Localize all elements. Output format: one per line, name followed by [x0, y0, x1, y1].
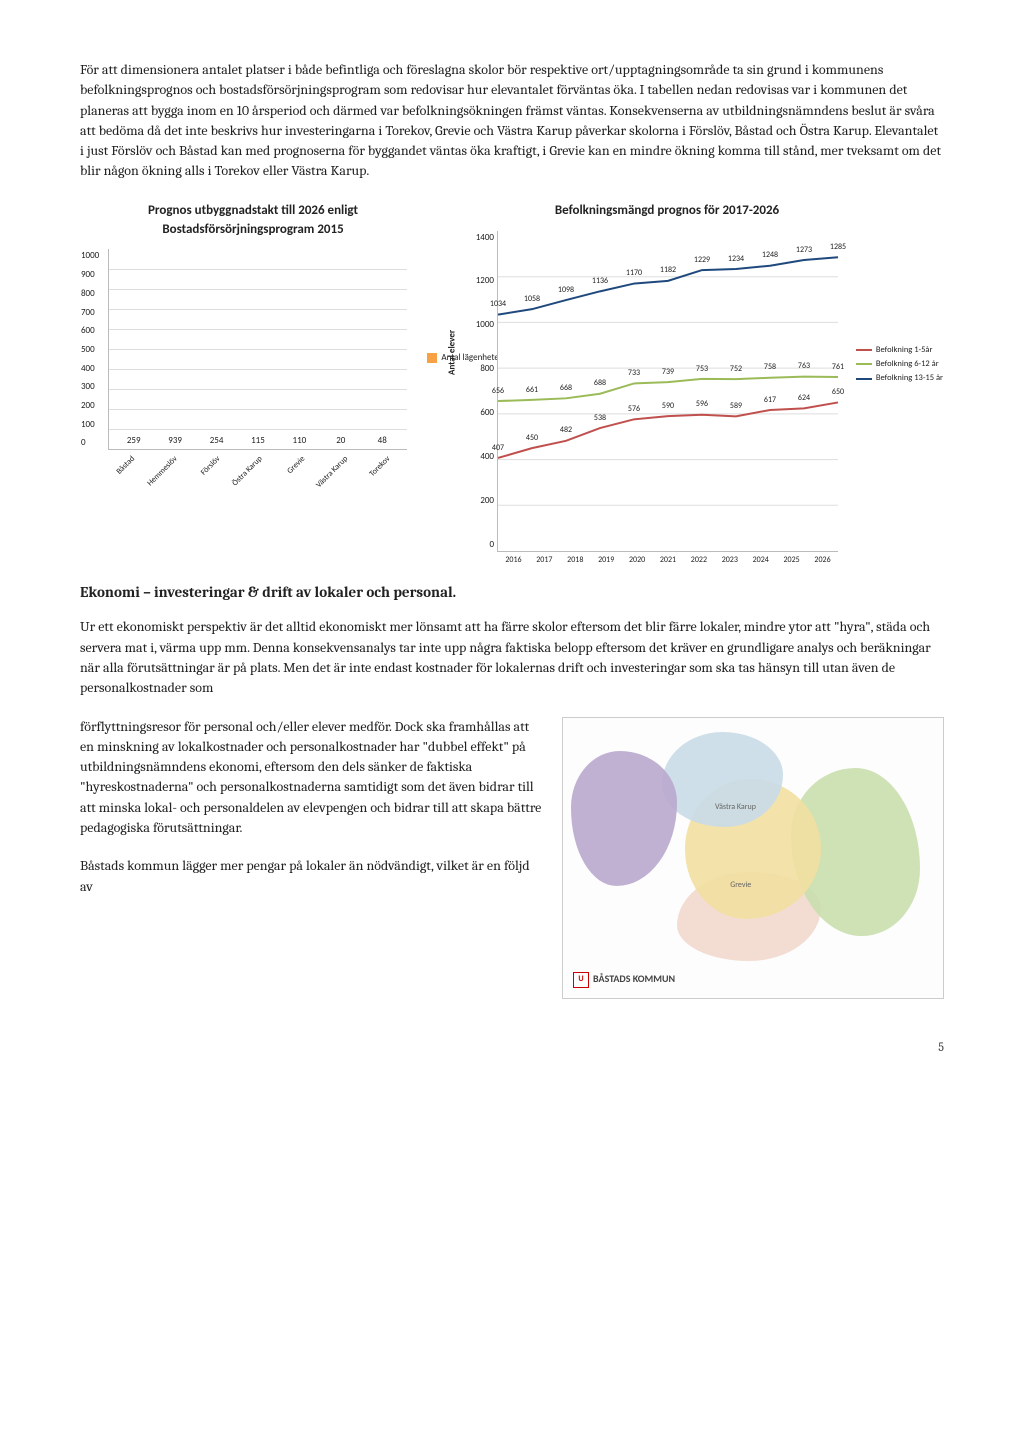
- charts-row: Prognos utbyggnadstakt till 2026 enligt …: [80, 202, 944, 552]
- bar-y-ticks: 10009008007006005004003002001000: [81, 249, 99, 449]
- left-text-column: förflyttningsresor för personal och/elle…: [80, 717, 542, 999]
- line-y-ticks: 1400120010008006004002000: [466, 231, 494, 551]
- bar-gridlines: [109, 249, 407, 449]
- paragraph-4: Båstads kommun lägger mer pengar på loka…: [80, 856, 542, 897]
- map-logo-icon: U: [573, 972, 589, 988]
- map-caption: U BÅSTADS KOMMUN: [573, 972, 675, 988]
- line-y-axis-label: Antal elever: [445, 330, 458, 375]
- map-inner-label-2: Grevie: [730, 880, 751, 892]
- line-x-ticks: 2016201720182019202020212022202320242025…: [498, 555, 838, 567]
- paragraph-1: För att dimensionera antalet platser i b…: [80, 60, 944, 182]
- bar-legend-swatch: [427, 353, 437, 363]
- map-image: U BÅSTADS KOMMUN Västra Karup Grevie: [562, 717, 944, 999]
- line-chart: Befolkningsmängd prognos för 2017-2026 A…: [497, 202, 838, 552]
- bar-plot-area: 10009008007006005004003002001000 2599392…: [108, 249, 407, 450]
- paragraph-2: Ur ett ekonomiskt perspektiv är det allt…: [80, 617, 944, 698]
- map-inner-label-1: Västra Karup: [715, 802, 756, 814]
- line-svg: [498, 231, 838, 551]
- line-plot-area: Antal elever 1400120010008006004002000 4…: [497, 231, 838, 552]
- paragraph-3: förflyttningsresor för personal och/elle…: [80, 717, 542, 839]
- bar-x-labels: BåstadHemmeslövFörslövÖstra KarupGrevieV…: [108, 450, 407, 500]
- bar-chart-title: Prognos utbyggnadstakt till 2026 enligt …: [108, 202, 398, 240]
- section-title: Ekonomi – investeringar & drift av lokal…: [80, 582, 944, 604]
- bar-chart: Prognos utbyggnadstakt till 2026 enligt …: [108, 202, 407, 501]
- map-region-west: [571, 751, 677, 885]
- map-caption-text: BÅSTADS KOMMUN: [593, 972, 675, 987]
- line-chart-title: Befolkningsmängd prognos för 2017-2026: [497, 202, 837, 221]
- line-legend: Befolkning 1-5årBefolkning 6-12 årBefolk…: [856, 342, 943, 387]
- page-number: 5: [80, 1039, 944, 1056]
- two-column-section: förflyttningsresor för personal och/elle…: [80, 717, 944, 999]
